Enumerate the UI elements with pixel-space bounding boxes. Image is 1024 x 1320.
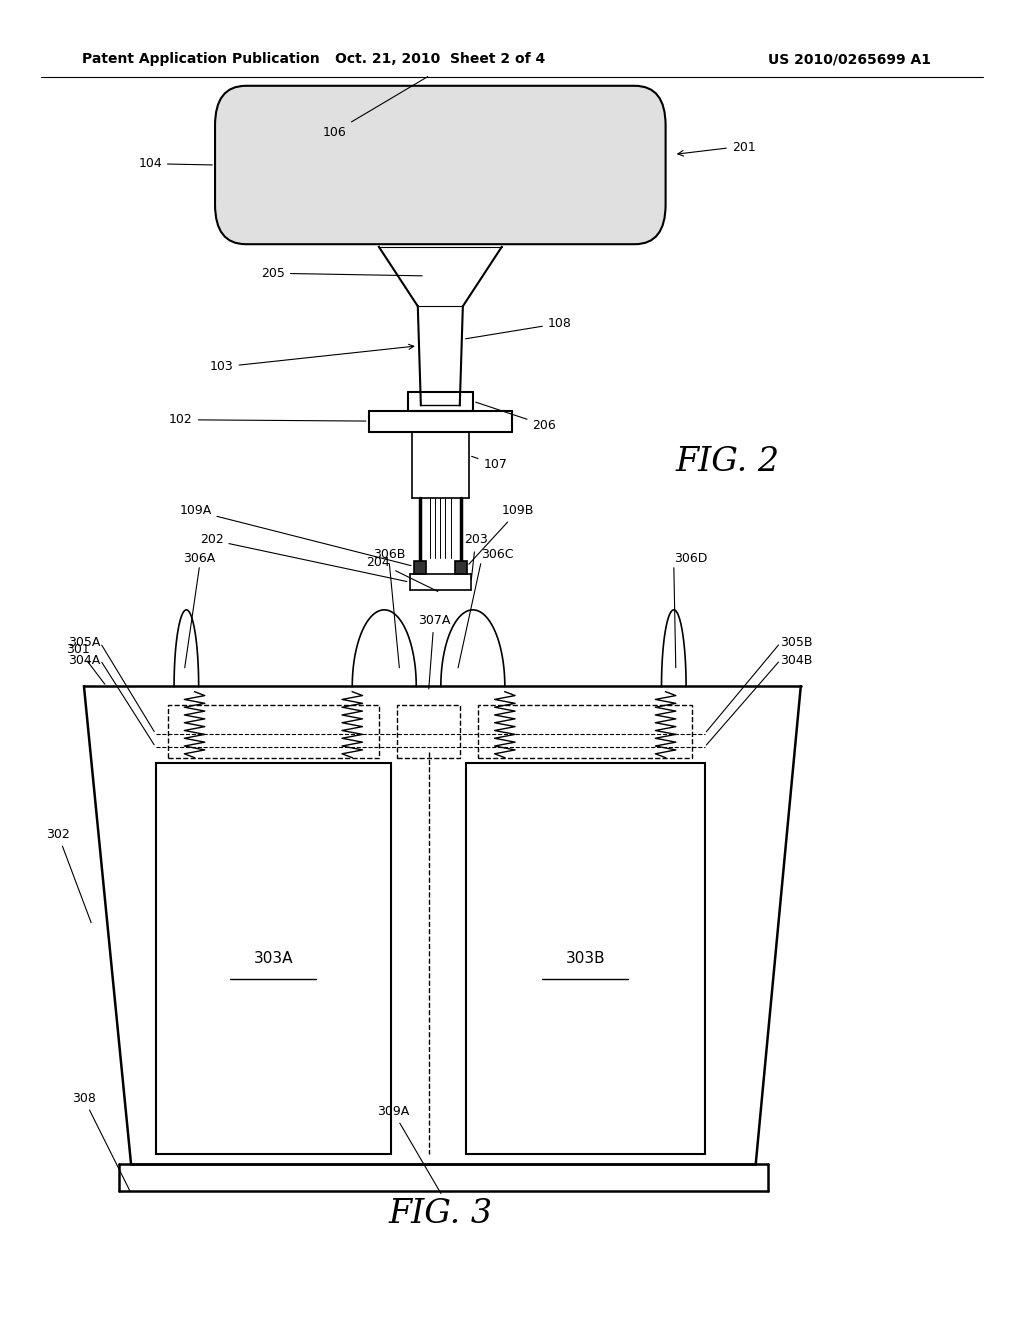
Text: 102: 102 <box>169 413 366 426</box>
Text: Patent Application Publication: Patent Application Publication <box>82 53 319 66</box>
Text: 108: 108 <box>466 317 571 339</box>
Text: 306B: 306B <box>373 548 406 561</box>
Text: 103: 103 <box>210 345 414 374</box>
Text: Oct. 21, 2010  Sheet 2 of 4: Oct. 21, 2010 Sheet 2 of 4 <box>335 53 546 66</box>
Text: 204: 204 <box>367 556 438 591</box>
Text: 206: 206 <box>476 403 556 432</box>
Bar <box>168 705 379 758</box>
Text: 305A: 305A <box>68 636 100 649</box>
Text: 305B: 305B <box>780 636 813 649</box>
Text: 306C: 306C <box>481 548 514 561</box>
Text: 304B: 304B <box>780 653 813 667</box>
Text: 202: 202 <box>200 533 407 582</box>
Text: 203: 203 <box>464 533 487 579</box>
Text: 303B: 303B <box>565 950 605 966</box>
Text: 106: 106 <box>323 77 428 139</box>
Bar <box>478 705 692 758</box>
Text: 304A: 304A <box>69 653 100 667</box>
Bar <box>466 763 705 1154</box>
Text: 308: 308 <box>72 1092 130 1191</box>
Text: 301: 301 <box>67 643 104 684</box>
Bar <box>156 763 391 1154</box>
Text: 201: 201 <box>732 141 756 154</box>
Text: FIG. 3: FIG. 3 <box>388 1199 493 1230</box>
Text: FIG. 2: FIG. 2 <box>676 446 780 478</box>
FancyBboxPatch shape <box>215 86 666 244</box>
Text: 302: 302 <box>46 828 91 923</box>
Text: 309A: 309A <box>377 1105 441 1193</box>
Text: 109A: 109A <box>179 504 411 565</box>
FancyBboxPatch shape <box>455 561 467 574</box>
Text: 307A: 307A <box>418 614 451 689</box>
Text: US 2010/0265699 A1: US 2010/0265699 A1 <box>768 53 931 66</box>
Text: 303A: 303A <box>254 950 293 966</box>
Text: 306D: 306D <box>674 552 708 565</box>
Text: 104: 104 <box>138 157 212 170</box>
Text: 205: 205 <box>261 267 422 280</box>
Text: 109B: 109B <box>469 504 535 564</box>
Text: 306A: 306A <box>183 552 216 565</box>
FancyBboxPatch shape <box>414 561 426 574</box>
Text: 107: 107 <box>472 457 507 471</box>
Bar <box>397 705 460 758</box>
